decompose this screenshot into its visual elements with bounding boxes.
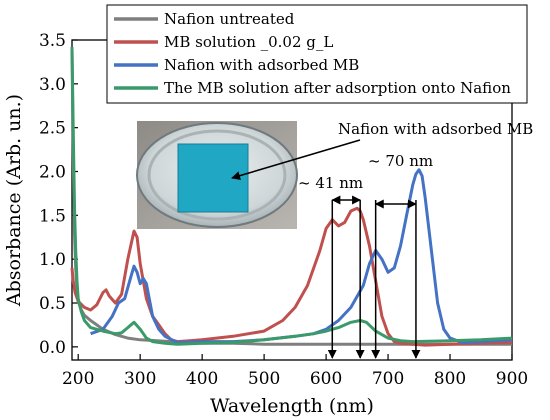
series-line-4: [70, 46, 513, 346]
legend-entry: The MB solution after adsorption onto Na…: [164, 79, 511, 97]
shift-70-label: ~ 70 nm: [368, 152, 433, 170]
petri-dish-rim: [147, 129, 287, 221]
y-tick-label: 2.0: [39, 163, 66, 183]
y-tick-label: 3.5: [39, 31, 66, 51]
series-layer: [70, 46, 513, 347]
annotation-layer: ~ 41 nm ~ 70 nm Nafion with adsorbed MB: [136, 120, 533, 359]
legend-entry: Nafion with adsorbed MB: [164, 56, 359, 74]
y-tick-label: 2.5: [39, 119, 66, 139]
x-tick-label: 600: [310, 369, 342, 389]
series-line-2: [70, 206, 513, 347]
inset-photo: [136, 121, 298, 229]
shift-41-label: ~ 41 nm: [298, 174, 363, 192]
y-tick-label: 0.5: [39, 294, 66, 314]
y-axis-label: Absorbance (Arb. un.): [3, 94, 25, 307]
legend-entry: Nafion untreated: [164, 10, 295, 28]
y-tick-label: 1.0: [39, 250, 66, 270]
inset-label: Nafion with adsorbed MB: [338, 120, 533, 138]
x-axis-label: Wavelength (nm): [210, 395, 374, 417]
x-tick-label: 500: [248, 369, 280, 389]
x-tick-label: 200: [62, 369, 94, 389]
series-line-3: [90, 168, 513, 344]
x-tick-label: 300: [124, 369, 156, 389]
legend-box: [106, 4, 528, 104]
x-tick-label: 700: [372, 369, 404, 389]
nafion-membrane: [177, 143, 249, 213]
x-tick-label: 800: [434, 369, 466, 389]
y-tick-label: 0.0: [39, 338, 66, 358]
inset-pointer-arrow: [231, 139, 361, 181]
y-tick-label: 3.0: [39, 75, 66, 95]
y-tick-label: 1.5: [39, 206, 66, 226]
legend-entry: MB solution _0.02 g_L: [164, 33, 333, 51]
legend: Nafion untreated MB solution _0.02 g_L Naf…: [106, 4, 528, 104]
x-tick-label: 900: [496, 369, 528, 389]
axes: 200 300 400 500 600 700 800 900 0.0 0.5 1.0 1.5 2.0 2…: [3, 31, 528, 417]
x-tick-label: 400: [186, 369, 218, 389]
